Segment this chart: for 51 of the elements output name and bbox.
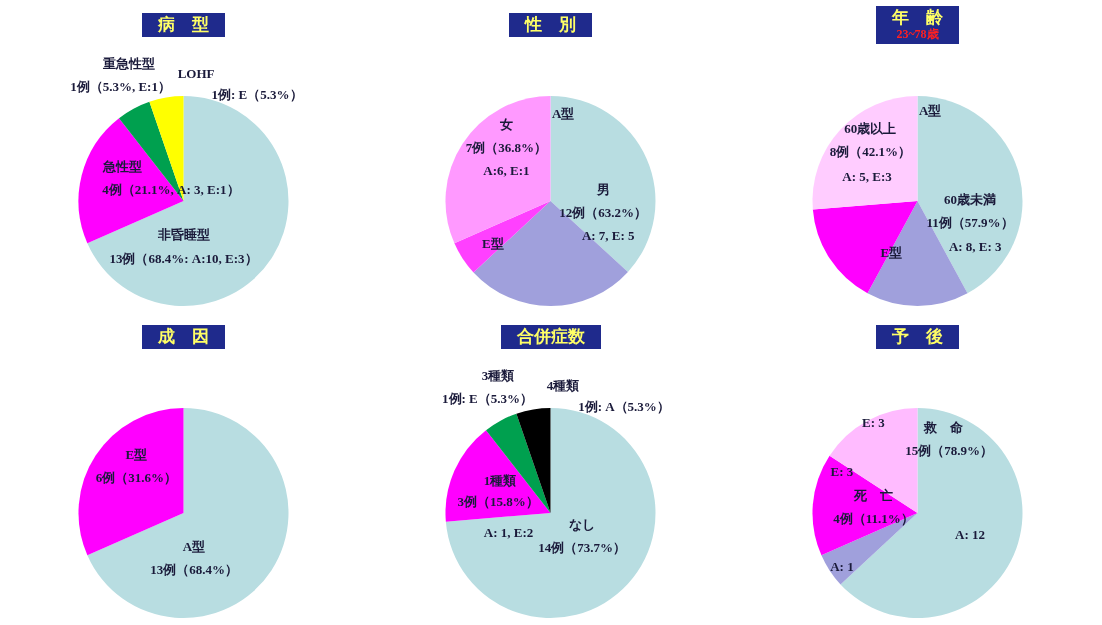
text: E: 3 — [862, 415, 886, 431]
slice-label: E型 — [125, 446, 148, 462]
text: E: 3 — [830, 464, 854, 480]
data-label: 3例（15.8%） — [457, 493, 539, 509]
data-label: 6例（31.6%） — [95, 469, 177, 485]
text: A: 5, E:3 — [842, 169, 893, 185]
slice-label: 4種類 — [546, 378, 580, 394]
data-label: 1例: E（5.3%） — [211, 87, 303, 103]
text: 60歳未満 — [944, 192, 996, 208]
text: A: 8, E: 3 — [948, 238, 1003, 254]
text: 男 — [595, 181, 610, 197]
text: A型 — [551, 106, 575, 122]
slice-label: 重急性型 — [101, 55, 155, 71]
data-label: 13例（68.4%） — [150, 562, 238, 578]
data-label: 1例（5.3%, E:1） — [70, 78, 171, 94]
text: A: 12 — [955, 527, 985, 543]
text: A: 1, E:2 — [483, 525, 534, 541]
slice-label: 急性型 — [102, 158, 143, 174]
text: A:6, E:1 — [483, 162, 530, 178]
data-label: 1例: E（5.3%） — [442, 390, 533, 406]
chart-title: 予 後 — [892, 326, 943, 347]
slice-label: なし — [569, 516, 595, 532]
text: 救 命 — [923, 420, 965, 436]
chart-title: 合併症数 — [516, 326, 585, 347]
text: 7例（36.8%） — [465, 139, 548, 155]
text: 4例（11.1%） — [833, 510, 914, 526]
data-label: 14例（73.7%） — [538, 540, 626, 556]
chart-title: 年 齢 — [892, 8, 943, 28]
text: 女 — [498, 116, 513, 132]
text: 8例（42.1%） — [829, 144, 911, 160]
text: A型 — [918, 103, 942, 119]
text: 12例（63.2%） — [559, 204, 647, 220]
slice-label: A型 — [182, 539, 206, 555]
text: A: 7, E: 5 — [581, 228, 636, 244]
text: 60歳以上 — [844, 120, 897, 136]
slice-label: 3種類 — [481, 367, 515, 383]
text: 15例（78.9%） — [905, 443, 993, 459]
text: A: 1 — [830, 558, 854, 574]
text: 死 亡 — [852, 487, 893, 503]
text: E型 — [481, 236, 504, 252]
data-label: 13例（68.4%: A:10, E:3） — [109, 251, 258, 267]
slice-label: LOHF — [177, 66, 215, 82]
chart-subtitle: 23~78歳 — [895, 26, 940, 41]
chart-title: 病 型 — [158, 14, 209, 35]
text: E型 — [880, 244, 903, 260]
slice-label: 1種類 — [483, 472, 517, 488]
chart-title: 成 因 — [158, 326, 209, 347]
data-label: 1例: A（5.3%） — [578, 399, 670, 415]
chart-title: 性 別 — [525, 14, 576, 35]
slice-label: 非昏睡型 — [156, 227, 210, 243]
text: 11例（57.9%） — [926, 215, 1014, 231]
